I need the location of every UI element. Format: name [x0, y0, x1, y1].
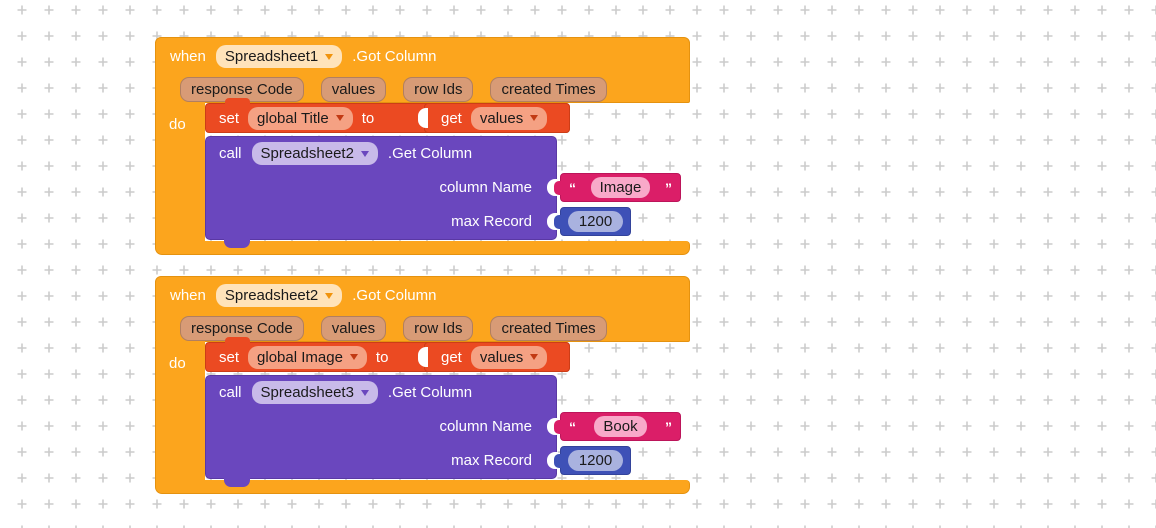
get-dropdown[interactable]: values	[470, 106, 548, 130]
component-dropdown[interactable]: Spreadsheet2	[215, 284, 343, 307]
call-component-dropdown-value: Spreadsheet2	[260, 145, 354, 162]
event-name-label: .Got Column	[352, 48, 437, 65]
open-quote: “	[569, 418, 576, 435]
to-label: to	[361, 109, 375, 127]
get-dropdown[interactable]: values	[470, 345, 548, 369]
arg-label-max-record: max Record	[451, 452, 532, 469]
number-input-field[interactable]: 1200	[567, 211, 624, 232]
number-block[interactable]: 1200	[554, 207, 631, 236]
value-socket	[547, 418, 558, 435]
call-method-block[interactable]: call Spreadsheet3 .Get Column column Nam…	[205, 375, 681, 487]
method-name-label: .Get Column	[387, 384, 473, 401]
dropdown-arrow-icon	[360, 389, 369, 396]
call-component-dropdown[interactable]: Spreadsheet2	[251, 142, 378, 165]
variable-dropdown-value: global Title	[257, 109, 329, 127]
event-name-label: .Got Column	[352, 287, 437, 304]
event-param-pill[interactable]: response Code	[180, 316, 304, 341]
call-label: call	[219, 384, 242, 401]
number-input-field[interactable]: 1200	[567, 450, 624, 471]
variable-dropdown-value: global Image	[257, 348, 343, 366]
dropdown-arrow-icon	[530, 354, 539, 360]
text-string-block[interactable]: “ Image ”	[554, 173, 681, 202]
event-block-bottom[interactable]	[155, 241, 690, 255]
component-dropdown-value: Spreadsheet1	[224, 48, 319, 65]
event-param-pill[interactable]: response Code	[180, 77, 304, 102]
when-got-column-block-1[interactable]: when Spreadsheet1 .Got Column response C…	[155, 37, 690, 255]
dropdown-arrow-icon	[349, 354, 358, 360]
event-block-header[interactable]: when Spreadsheet2 .Got Column response C…	[155, 276, 690, 342]
get-label: get	[441, 109, 462, 127]
arg-label-max-record: max Record	[451, 213, 532, 230]
call-component-dropdown-value: Spreadsheet3	[260, 384, 354, 401]
to-label: to	[375, 348, 389, 366]
get-label: get	[441, 348, 462, 366]
event-param-pill[interactable]: row Ids	[403, 316, 474, 341]
when-label: when	[170, 48, 206, 65]
set-variable-block[interactable]: set global Image to get values	[205, 337, 570, 372]
text-input-field[interactable]: Image	[590, 177, 651, 198]
method-name-label: .Get Column	[387, 145, 473, 162]
do-label: do	[169, 116, 186, 133]
variable-dropdown[interactable]: global Image	[248, 345, 367, 369]
when-label: when	[170, 287, 206, 304]
event-block-header[interactable]: when Spreadsheet1 .Got Column response C…	[155, 37, 690, 103]
number-block[interactable]: 1200	[554, 446, 631, 475]
event-param-pill[interactable]: values	[320, 77, 387, 102]
variable-dropdown[interactable]: global Title	[248, 106, 353, 130]
dropdown-arrow-icon	[530, 115, 539, 121]
value-socket	[547, 179, 558, 196]
text-input-field[interactable]: Book	[594, 416, 647, 437]
event-param-pill[interactable]: created Times	[490, 316, 607, 341]
event-param-pill[interactable]: values	[320, 316, 387, 341]
event-block-bottom[interactable]	[155, 480, 690, 494]
get-dropdown-value: values	[479, 348, 524, 366]
set-variable-block[interactable]: set global Title to get values	[205, 98, 570, 133]
call-component-dropdown[interactable]: Spreadsheet3	[251, 381, 378, 404]
close-quote: ”	[664, 179, 672, 196]
value-socket	[547, 452, 558, 469]
value-socket	[547, 213, 558, 230]
call-method-block[interactable]: call Spreadsheet2 .Get Column column Nam…	[205, 136, 681, 248]
close-quote: ”	[664, 418, 672, 435]
event-param-pill[interactable]: row Ids	[403, 77, 474, 102]
component-dropdown-value: Spreadsheet2	[224, 287, 319, 304]
event-block-spine[interactable]: do	[155, 341, 205, 481]
when-got-column-block-2[interactable]: when Spreadsheet2 .Got Column response C…	[155, 276, 690, 494]
dropdown-arrow-icon	[335, 115, 344, 121]
get-variable-block[interactable]: get values	[418, 342, 570, 372]
open-quote: “	[569, 179, 576, 196]
get-variable-block[interactable]: get values	[418, 103, 570, 133]
event-param-pill[interactable]: created Times	[490, 77, 607, 102]
get-dropdown-value: values	[479, 109, 524, 127]
dropdown-arrow-icon	[360, 150, 369, 157]
arg-label-column-name: column Name	[439, 418, 532, 435]
dropdown-arrow-icon	[325, 292, 334, 299]
component-dropdown[interactable]: Spreadsheet1	[215, 45, 343, 68]
event-block-spine[interactable]: do	[155, 102, 205, 242]
dropdown-arrow-icon	[325, 53, 334, 60]
text-string-block[interactable]: “ Book ”	[554, 412, 681, 441]
set-label: set	[219, 348, 240, 366]
do-label: do	[169, 355, 186, 372]
set-label: set	[219, 109, 240, 127]
call-label: call	[219, 145, 242, 162]
arg-label-column-name: column Name	[439, 179, 532, 196]
